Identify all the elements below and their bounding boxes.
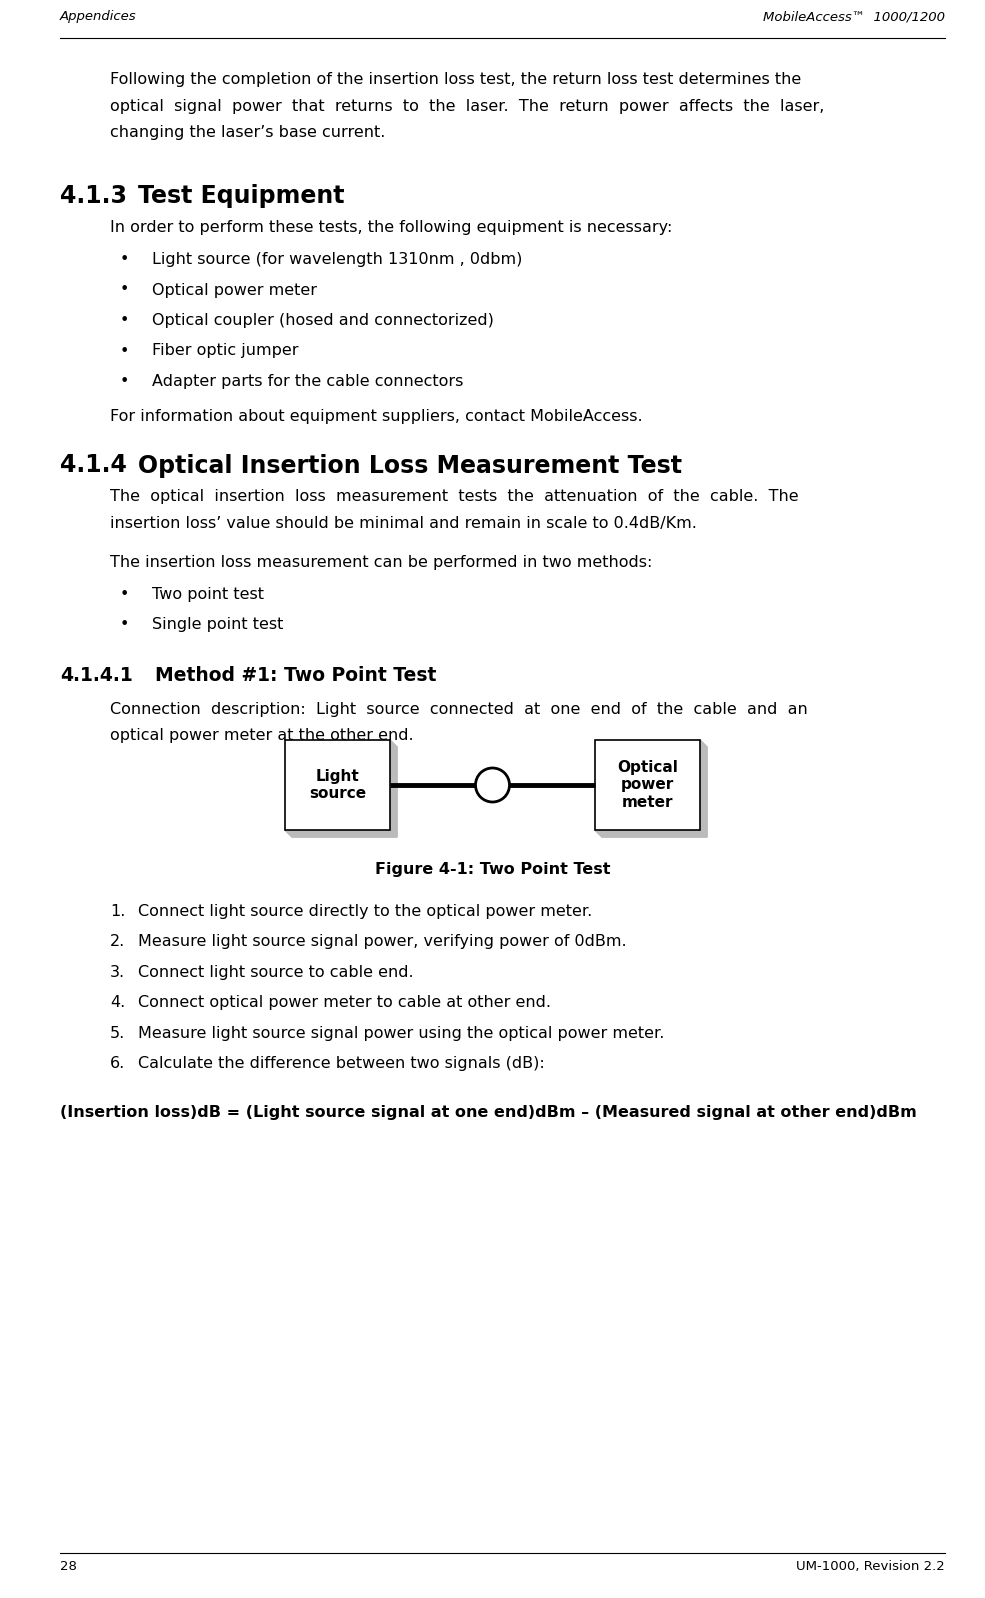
Text: Optical coupler (hosed and connectorized): Optical coupler (hosed and connectorized… xyxy=(152,313,493,328)
Text: 28: 28 xyxy=(60,1560,77,1572)
Text: •: • xyxy=(120,374,129,388)
Text: •: • xyxy=(120,586,129,602)
Text: •: • xyxy=(120,313,129,328)
Text: Light source (for wavelength 1310nm , 0dbm): Light source (for wavelength 1310nm , 0d… xyxy=(152,252,522,267)
Text: insertion loss’ value should be minimal and remain in scale to 0.4dB/Km.: insertion loss’ value should be minimal … xyxy=(110,516,696,531)
Polygon shape xyxy=(700,740,707,837)
Text: In order to perform these tests, the following equipment is necessary:: In order to perform these tests, the fol… xyxy=(110,219,673,235)
Text: Connect optical power meter to cable at other end.: Connect optical power meter to cable at … xyxy=(138,996,551,1010)
Text: 5.: 5. xyxy=(110,1026,125,1040)
Text: Method #1: Two Point Test: Method #1: Two Point Test xyxy=(155,666,436,686)
Text: Test Equipment: Test Equipment xyxy=(138,184,345,208)
Text: Connect light source directly to the optical power meter.: Connect light source directly to the opt… xyxy=(138,904,592,919)
Text: 4.1.4: 4.1.4 xyxy=(60,454,127,478)
Polygon shape xyxy=(595,740,707,837)
Text: optical  signal  power  that  returns  to  the  laser.  The  return  power  affe: optical signal power that returns to the… xyxy=(110,99,824,113)
Polygon shape xyxy=(595,829,707,837)
Text: 1.: 1. xyxy=(110,904,125,919)
Text: 4.1.4.1: 4.1.4.1 xyxy=(60,666,133,686)
Text: 4.1.3: 4.1.3 xyxy=(60,184,127,208)
Text: Measure light source signal power using the optical power meter.: Measure light source signal power using … xyxy=(138,1026,664,1040)
Circle shape xyxy=(476,769,509,802)
Text: Optical power meter: Optical power meter xyxy=(152,283,317,297)
Text: •: • xyxy=(120,617,129,633)
Text: The  optical  insertion  loss  measurement  tests  the  attenuation  of  the  ca: The optical insertion loss measurement t… xyxy=(110,489,799,505)
Text: Single point test: Single point test xyxy=(152,617,284,633)
Text: Light
source: Light source xyxy=(309,769,366,801)
Text: Calculate the difference between two signals (dB):: Calculate the difference between two sig… xyxy=(138,1056,545,1072)
Text: UM-1000, Revision 2.2: UM-1000, Revision 2.2 xyxy=(796,1560,945,1572)
Text: 4.: 4. xyxy=(110,996,125,1010)
Text: Figure 4-1: Two Point Test: Figure 4-1: Two Point Test xyxy=(374,861,611,877)
Text: Adapter parts for the cable connectors: Adapter parts for the cable connectors xyxy=(152,374,463,388)
Text: 6.: 6. xyxy=(110,1056,125,1072)
Text: Appendices: Appendices xyxy=(60,10,137,22)
Text: optical power meter at the other end.: optical power meter at the other end. xyxy=(110,729,414,743)
Text: MobileAccess™  1000/1200: MobileAccess™ 1000/1200 xyxy=(763,10,945,22)
Polygon shape xyxy=(285,829,397,837)
Text: Optical
power
meter: Optical power meter xyxy=(617,761,678,810)
Text: The insertion loss measurement can be performed in two methods:: The insertion loss measurement can be pe… xyxy=(110,555,652,569)
Text: •: • xyxy=(120,252,129,267)
Text: (Insertion loss)dB = (Light source signal at one end)dBm – (Measured signal at o: (Insertion loss)dB = (Light source signa… xyxy=(60,1104,917,1120)
Text: changing the laser’s base current.: changing the laser’s base current. xyxy=(110,125,385,141)
Text: 3.: 3. xyxy=(110,965,125,980)
Text: Optical Insertion Loss Measurement Test: Optical Insertion Loss Measurement Test xyxy=(138,454,682,478)
Text: •: • xyxy=(120,283,129,297)
Text: •: • xyxy=(120,344,129,358)
Text: Connect light source to cable end.: Connect light source to cable end. xyxy=(138,965,414,980)
Text: Fiber optic jumper: Fiber optic jumper xyxy=(152,344,298,358)
Text: 2.: 2. xyxy=(110,935,125,949)
Text: Two point test: Two point test xyxy=(152,586,264,602)
Text: For information about equipment suppliers, contact MobileAccess.: For information about equipment supplier… xyxy=(110,409,642,425)
Text: Connection  description:  Light  source  connected  at  one  end  of  the  cable: Connection description: Light source con… xyxy=(110,702,808,718)
Text: Following the completion of the insertion loss test, the return loss test determ: Following the completion of the insertio… xyxy=(110,72,801,86)
FancyBboxPatch shape xyxy=(285,740,390,829)
Polygon shape xyxy=(285,740,397,837)
Text: Measure light source signal power, verifying power of 0dBm.: Measure light source signal power, verif… xyxy=(138,935,626,949)
Polygon shape xyxy=(390,740,397,837)
FancyBboxPatch shape xyxy=(595,740,700,829)
